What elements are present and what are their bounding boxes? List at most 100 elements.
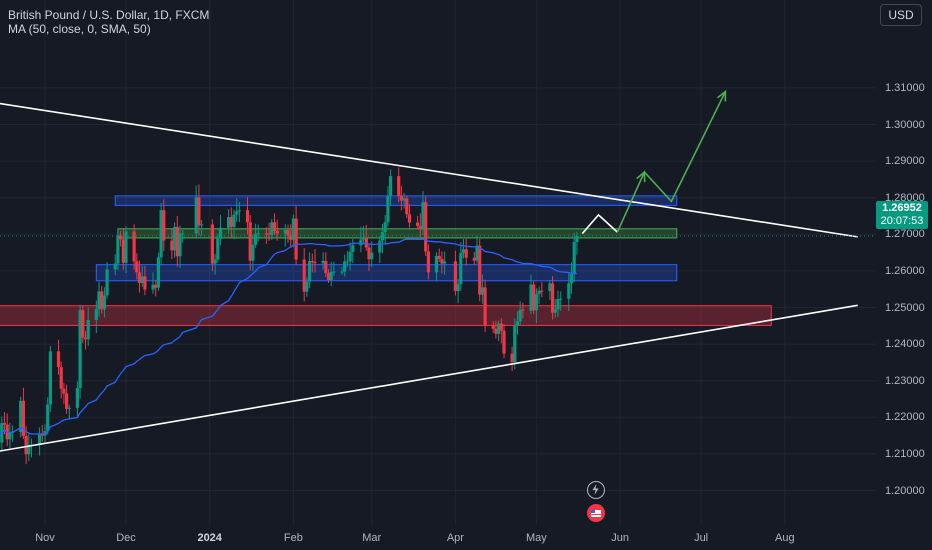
candle: [426, 251, 430, 273]
drawings: [0, 89, 876, 452]
candle: [521, 309, 525, 311]
candle: [38, 433, 42, 445]
candle: [559, 298, 563, 300]
candle: [135, 261, 139, 273]
candle: [497, 323, 501, 334]
candle: [175, 226, 179, 257]
candle: [434, 255, 439, 273]
candle: [464, 249, 468, 258]
moving-average: [0, 238, 577, 437]
indicator-label[interactable]: MA (50, close, 0, SMA, 50): [8, 22, 151, 36]
calendar-flag-icon[interactable]: [587, 504, 605, 522]
candle: [46, 404, 50, 431]
candle: [302, 259, 306, 292]
candle: [321, 261, 325, 264]
price-tick-label: 1.26000: [885, 264, 925, 277]
candle: [254, 233, 258, 245]
candle: [405, 198, 409, 215]
candle: [170, 240, 174, 251]
candle: [475, 245, 479, 261]
currency-button[interactable]: USD: [880, 4, 922, 26]
candle: [402, 198, 406, 201]
candle: [502, 330, 506, 354]
candle: [461, 249, 466, 253]
candle: [216, 238, 220, 260]
candle: [399, 195, 403, 201]
price-tick-label: 1.21000: [885, 447, 925, 460]
time-tick-label: Mar: [362, 532, 382, 544]
candle: [124, 231, 128, 263]
zone-blue: [95, 264, 678, 282]
candle: [251, 244, 255, 261]
candle: [24, 435, 28, 455]
candle: [548, 283, 552, 292]
candle: [456, 284, 460, 292]
candle: [283, 229, 287, 234]
price-tick-label: 1.23000: [885, 374, 925, 387]
candle: [440, 258, 444, 264]
candle: [173, 226, 177, 251]
candle: [491, 325, 495, 329]
chart-legend: British Pound / U.S. Dollar, 1D, FXCM MA…: [8, 8, 209, 36]
arrow-head: [636, 170, 646, 183]
candle: [329, 271, 333, 281]
ma-line: [0, 238, 577, 437]
candle: [345, 261, 349, 263]
symbol-title[interactable]: British Pound / U.S. Dollar, 1D, FXCM: [8, 8, 210, 22]
candle: [151, 284, 155, 290]
candle: [313, 262, 317, 264]
candle: [416, 222, 420, 226]
candle: [200, 224, 204, 226]
candle: [437, 255, 441, 259]
time-tick-label: Apr: [446, 532, 464, 544]
candle: [113, 263, 117, 270]
candle: [499, 323, 503, 331]
zone-red: [0, 305, 772, 326]
last-price-value: 1.26952: [882, 202, 922, 214]
candle: [227, 217, 231, 228]
trendline: [0, 304, 858, 452]
time-tick-label: Aug: [775, 532, 795, 544]
candle: [105, 269, 109, 296]
candle: [332, 271, 336, 273]
candle: [213, 259, 217, 264]
bar-countdown: 20:07:53: [880, 215, 924, 227]
candle: [154, 284, 158, 288]
candle: [86, 319, 90, 340]
arrow-head: [717, 89, 727, 102]
time-tick-label: Jul: [694, 532, 709, 544]
candle: [143, 276, 147, 290]
candle: [518, 309, 522, 322]
candle: [181, 233, 185, 235]
candle: [248, 222, 252, 261]
candle: [378, 240, 382, 253]
candle: [569, 273, 574, 284]
candle: [443, 261, 447, 264]
candle: [556, 299, 560, 310]
price-tick-label: 1.28000: [885, 191, 925, 204]
candle: [572, 241, 576, 274]
candle: [567, 283, 571, 299]
candle: [324, 261, 328, 274]
candle: [326, 273, 331, 281]
candle: [540, 290, 544, 292]
price-tick-label: 1.22000: [885, 411, 925, 424]
candle: [407, 214, 412, 223]
candle: [56, 351, 61, 368]
lightning-icon[interactable]: [587, 481, 605, 499]
candle: [494, 328, 498, 334]
candle: [534, 293, 538, 311]
projection-path-green: [616, 91, 727, 233]
candle: [245, 210, 250, 223]
candle: [367, 247, 371, 260]
candle: [340, 271, 344, 273]
candle: [48, 351, 52, 405]
candle: [119, 235, 123, 240]
candle: [59, 367, 63, 389]
candle: [194, 197, 198, 234]
candle: [310, 261, 314, 263]
trendline: [0, 102, 858, 238]
candle: [305, 281, 309, 292]
